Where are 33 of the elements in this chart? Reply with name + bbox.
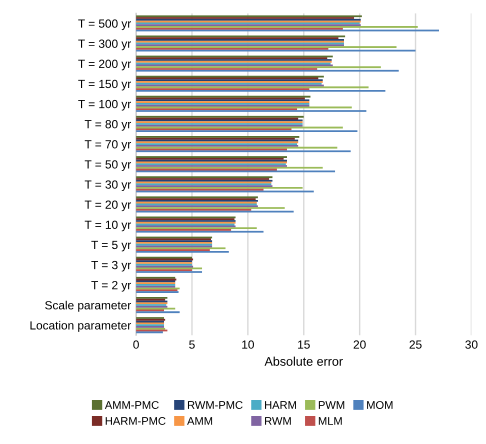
legend-label: MOM bbox=[367, 401, 392, 409]
y-tick-label: T = 150 yr bbox=[78, 80, 132, 90]
x-tick-label: 0 bbox=[133, 340, 139, 349]
x-tick-label: 10 bbox=[242, 340, 254, 349]
y-tick-label: T = 200 yr bbox=[78, 60, 132, 70]
y-tick-label: T = 10 yr bbox=[84, 220, 132, 232]
legend-label: RWM bbox=[265, 417, 291, 425]
y-tick-label: T = 20 yr bbox=[84, 200, 132, 212]
y-tick-label: T = 80 yr bbox=[84, 120, 132, 131]
x-tick-label: 5 bbox=[189, 340, 195, 349]
y-tick-label: T = 30 yr bbox=[84, 180, 132, 192]
legend-label: AMM-PMC bbox=[104, 401, 159, 409]
legend-label: MLM bbox=[318, 417, 342, 425]
x-axis-title: Absolute error bbox=[264, 356, 343, 366]
y-tick-label: T = 100 yr bbox=[78, 100, 132, 111]
legend-label: HARM-PMC bbox=[106, 417, 166, 425]
y-tick-label: T = 3 yr bbox=[91, 260, 132, 272]
legend-label: PWM bbox=[318, 401, 344, 409]
x-tick-label: 15 bbox=[298, 340, 310, 349]
y-tick-label: T = 500 yr bbox=[78, 19, 132, 30]
y-tick-label: T = 2 yr bbox=[91, 280, 132, 292]
x-tick-label: 30 bbox=[465, 340, 478, 349]
x-tick-label: 25 bbox=[410, 340, 422, 349]
y-tick-label: Location parameter bbox=[30, 320, 132, 332]
legend-label: HARM bbox=[265, 401, 296, 409]
legend-label: AMM bbox=[187, 417, 212, 425]
y-tick-label: T = 300 yr bbox=[78, 40, 132, 50]
y-tick-label: T = 5 yr bbox=[91, 240, 132, 252]
y-tick-label: T = 70 yr bbox=[84, 140, 132, 151]
legend-label: RWM-PMC bbox=[188, 401, 243, 409]
x-tick-label: 20 bbox=[354, 340, 366, 349]
y-tick-label: T = 50 yr bbox=[84, 160, 132, 171]
y-tick-label: Scale parameter bbox=[45, 300, 132, 312]
